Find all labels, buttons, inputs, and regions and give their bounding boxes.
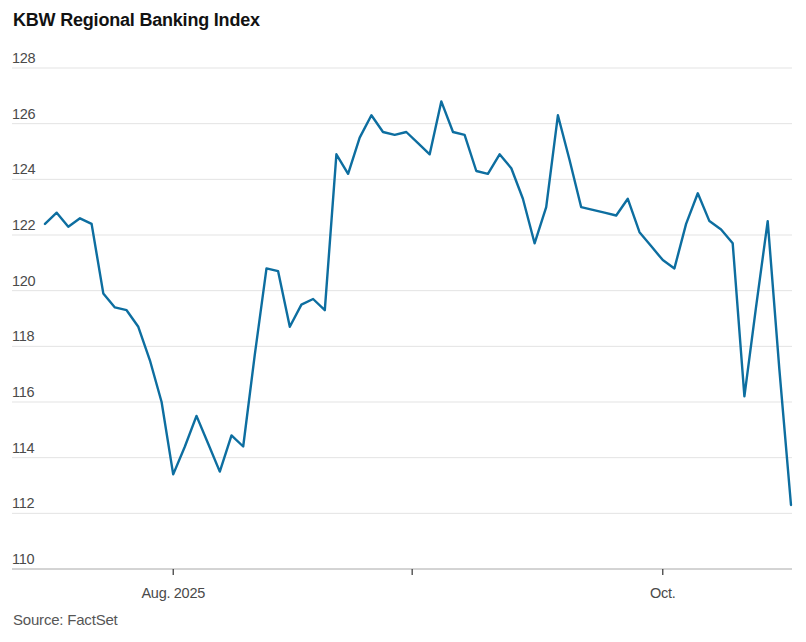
index-series-line <box>45 101 791 505</box>
source-note: Source: FactSet <box>13 611 118 628</box>
y-axis-label: 120 <box>12 273 36 289</box>
y-axis-label: 118 <box>12 328 34 344</box>
line-chart: 110 112 114 116 118 120 122 124 126 128 Aug. 2025 O… <box>0 0 806 642</box>
y-axis-label: 114 <box>12 440 34 456</box>
chart-title: KBW Regional Banking Index <box>13 10 260 31</box>
y-axis-label: 124 <box>12 161 36 177</box>
y-axis-label: 122 <box>12 217 36 233</box>
chart-container: KBW Regional Banking Index 1101121141161… <box>0 0 806 642</box>
y-axis-label: 128 <box>12 50 36 66</box>
x-axis-label: Oct. <box>650 585 675 601</box>
y-axis-label: 116 <box>12 384 34 400</box>
y-axis-label: 112 <box>12 495 34 511</box>
y-axis-label: 126 <box>12 106 36 122</box>
y-axis-label: 110 <box>12 551 34 567</box>
x-axis-label: Aug. 2025 <box>142 585 206 601</box>
